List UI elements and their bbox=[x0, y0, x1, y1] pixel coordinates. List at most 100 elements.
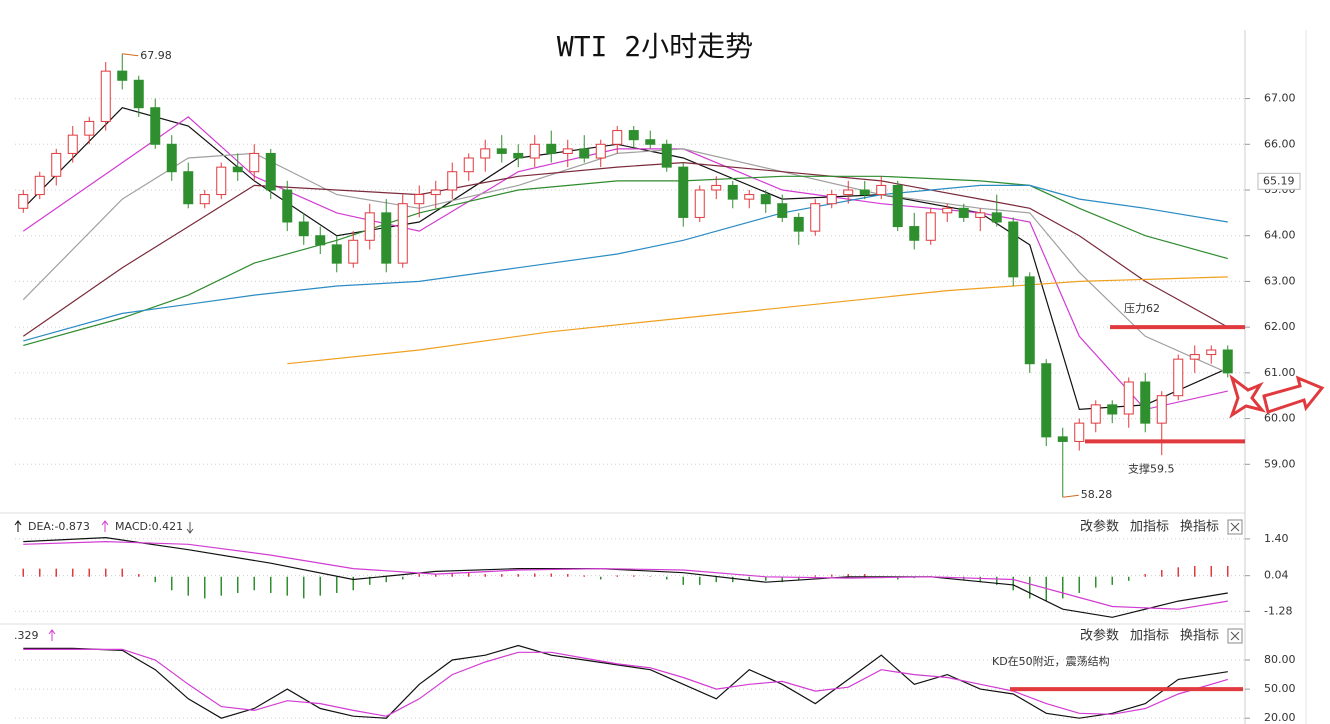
candle-body bbox=[166, 143, 177, 173]
candle-body bbox=[876, 184, 887, 196]
candle-body bbox=[34, 175, 45, 196]
candle-body bbox=[1173, 358, 1184, 397]
button[interactable]: 加指标 bbox=[1130, 520, 1169, 535]
candle-body bbox=[249, 152, 260, 173]
candle-body bbox=[744, 194, 755, 200]
candle-body bbox=[1222, 349, 1233, 374]
candle-body bbox=[810, 203, 821, 232]
y-tick-label: 0.04 bbox=[1264, 569, 1289, 582]
candle-body bbox=[909, 226, 920, 241]
candle-body bbox=[117, 70, 128, 81]
candle-body bbox=[925, 212, 936, 241]
candle-body bbox=[562, 148, 573, 154]
high-label: 67.98 bbox=[140, 49, 172, 62]
candle-body bbox=[1206, 349, 1217, 356]
arrow-icon bbox=[14, 520, 22, 532]
candle-body bbox=[265, 152, 276, 191]
last-price-box bbox=[1257, 172, 1301, 190]
close-icon bbox=[1230, 522, 1240, 532]
candle-body bbox=[843, 189, 854, 196]
candle-body bbox=[678, 166, 689, 218]
arrow-icon bbox=[1262, 375, 1325, 414]
y-tick-label: 61.00 bbox=[1264, 366, 1296, 379]
indicator-line bbox=[23, 175, 1228, 346]
candle-body bbox=[100, 70, 111, 122]
candle-body bbox=[463, 157, 474, 173]
indicator-label: MACD:0.421 bbox=[115, 520, 183, 533]
candle-body bbox=[892, 184, 903, 228]
y-tick-label: 63.00 bbox=[1264, 274, 1296, 287]
candle-body bbox=[133, 79, 144, 109]
candle-body bbox=[1189, 354, 1200, 360]
candle-body bbox=[958, 207, 969, 218]
arrow-icon bbox=[101, 520, 109, 532]
candle-body bbox=[84, 120, 95, 136]
candle-body bbox=[1074, 422, 1085, 442]
indicator-label: .329 bbox=[14, 629, 39, 642]
button[interactable]: 改参数 bbox=[1080, 519, 1119, 535]
candle-body bbox=[480, 148, 491, 159]
button[interactable]: 换指标 bbox=[1180, 520, 1219, 535]
candle-body bbox=[1041, 363, 1052, 438]
y-tick-label: 50.00 bbox=[1264, 682, 1296, 695]
candle-body bbox=[381, 212, 392, 264]
candle-body bbox=[661, 143, 672, 168]
y-tick-label: 67.00 bbox=[1264, 92, 1296, 105]
candle-body bbox=[1090, 404, 1101, 424]
candle-body bbox=[430, 189, 441, 196]
candle-body bbox=[612, 130, 623, 145]
candle-body bbox=[51, 152, 62, 177]
candle-body bbox=[1123, 381, 1134, 415]
candle-body bbox=[183, 171, 194, 205]
indicator-line bbox=[23, 540, 1228, 610]
y-tick-label: 80.00 bbox=[1264, 653, 1296, 666]
candle-body bbox=[529, 143, 540, 159]
candle-body bbox=[150, 107, 161, 145]
candle-body bbox=[282, 189, 293, 223]
candle-body bbox=[826, 194, 837, 205]
candle-body bbox=[315, 235, 326, 246]
arrow-icon bbox=[186, 522, 194, 534]
candle-body bbox=[18, 194, 29, 209]
candle-body bbox=[397, 203, 408, 264]
y-tick-label: 20.00 bbox=[1264, 711, 1296, 724]
y-tick-label: 59.00 bbox=[1264, 457, 1296, 470]
level-label: 压力62 bbox=[1124, 302, 1160, 315]
button[interactable]: 换指标 bbox=[1180, 629, 1219, 644]
level-label: 支撑59.5 bbox=[1128, 461, 1175, 475]
candle-body bbox=[579, 148, 590, 159]
button[interactable]: 改参数 bbox=[1080, 628, 1119, 644]
candle-body bbox=[645, 139, 656, 145]
indicator-label: DEA:-0.873 bbox=[28, 520, 90, 533]
candle-body bbox=[216, 166, 227, 196]
low-label: 58.28 bbox=[1081, 488, 1113, 501]
candle-body bbox=[546, 143, 557, 154]
candle-body bbox=[942, 207, 953, 214]
candle-body bbox=[991, 212, 1002, 223]
candle-body bbox=[793, 216, 804, 232]
candle-body bbox=[628, 130, 639, 141]
candle-body bbox=[859, 189, 870, 196]
candle-body bbox=[348, 239, 359, 264]
y-tick-label: 66.00 bbox=[1264, 137, 1296, 150]
y-tick-label: 60.00 bbox=[1264, 412, 1296, 425]
candle-body bbox=[760, 194, 771, 205]
chart-title: WTI 2小时走势 bbox=[557, 30, 753, 63]
y-tick-label: 64.00 bbox=[1264, 229, 1296, 242]
button[interactable]: 加指标 bbox=[1130, 629, 1169, 644]
candle-body bbox=[694, 189, 705, 218]
indicator-line bbox=[23, 184, 1228, 342]
candle-body bbox=[513, 152, 524, 159]
arrow-icon bbox=[48, 629, 56, 641]
extreme-pointer bbox=[1062, 494, 1079, 498]
close-icon bbox=[1230, 631, 1240, 641]
y-tick-label: 1.40 bbox=[1264, 532, 1289, 545]
annotation-label: KD在50附近，震荡结构 bbox=[992, 654, 1110, 668]
indicator-line bbox=[22, 161, 1229, 337]
candle-body bbox=[298, 221, 309, 237]
candle-body bbox=[331, 244, 342, 264]
indicator-line bbox=[22, 148, 1229, 374]
candle-body bbox=[711, 184, 722, 191]
